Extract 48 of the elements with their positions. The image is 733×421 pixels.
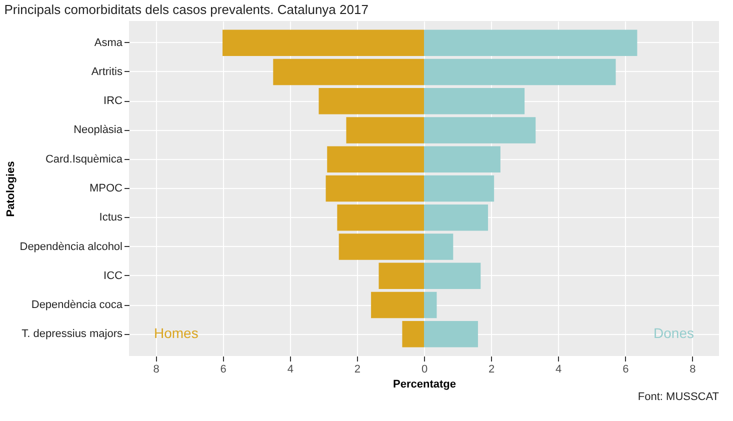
- bar: [424, 262, 481, 289]
- text: Homes: [154, 325, 198, 342]
- bar: [273, 58, 424, 86]
- y-tick-label: T. depressius majors: [22, 328, 123, 340]
- x-tick-label: 8: [153, 364, 160, 376]
- bar: [424, 88, 525, 114]
- x-tick-label: 8: [690, 364, 696, 376]
- x-tick-label: 6: [622, 364, 629, 376]
- y-tick-label: Asma: [94, 36, 124, 49]
- bar: [318, 88, 424, 114]
- y-tick-label: Card.Isquèmica: [45, 153, 124, 166]
- bar: [424, 146, 500, 172]
- bar: [326, 175, 424, 202]
- bar: [371, 292, 424, 318]
- y-tick-label: Artritis: [91, 66, 123, 78]
- bar: [424, 292, 437, 318]
- bar: [402, 321, 424, 348]
- y-tick-label: Neoplàsia: [74, 124, 124, 136]
- bar: [424, 30, 638, 56]
- x-axis-title: Percentatge: [393, 378, 456, 390]
- y-tick-label: ICC: [104, 270, 123, 282]
- bar: [222, 30, 424, 56]
- chart-title: Principals comorbiditats dels casos prevalents. Catalunya 2017: [4, 2, 368, 17]
- text: Dones: [654, 325, 694, 342]
- y-tick-label: IRC: [104, 95, 123, 108]
- bar: [378, 262, 424, 289]
- y-tick-label: Dependència coca: [31, 299, 124, 312]
- x-tick-label: 2: [488, 364, 495, 376]
- x-tick-label: 4: [287, 364, 294, 376]
- bar: [338, 234, 424, 260]
- x-tick-label: 6: [220, 364, 226, 376]
- x-tick-label: 0: [421, 364, 428, 376]
- bar: [337, 204, 424, 231]
- bar: [346, 117, 424, 144]
- bar: [424, 234, 454, 260]
- y-tick-label: Dependència alcohol: [20, 240, 122, 253]
- text: Font: MUSSCAT: [638, 391, 720, 403]
- y-tick-label: MPOC: [90, 182, 123, 194]
- bar: [424, 204, 488, 231]
- bar: [327, 146, 424, 172]
- bar: [424, 58, 616, 86]
- bar: [424, 321, 478, 348]
- y-tick-label: Ictus: [99, 212, 123, 224]
- x-tick-label: 2: [354, 364, 361, 376]
- bar: [424, 175, 494, 202]
- y-axis-title: Patologies: [4, 161, 17, 217]
- bar: [424, 117, 536, 144]
- x-tick-label: 4: [556, 364, 562, 376]
